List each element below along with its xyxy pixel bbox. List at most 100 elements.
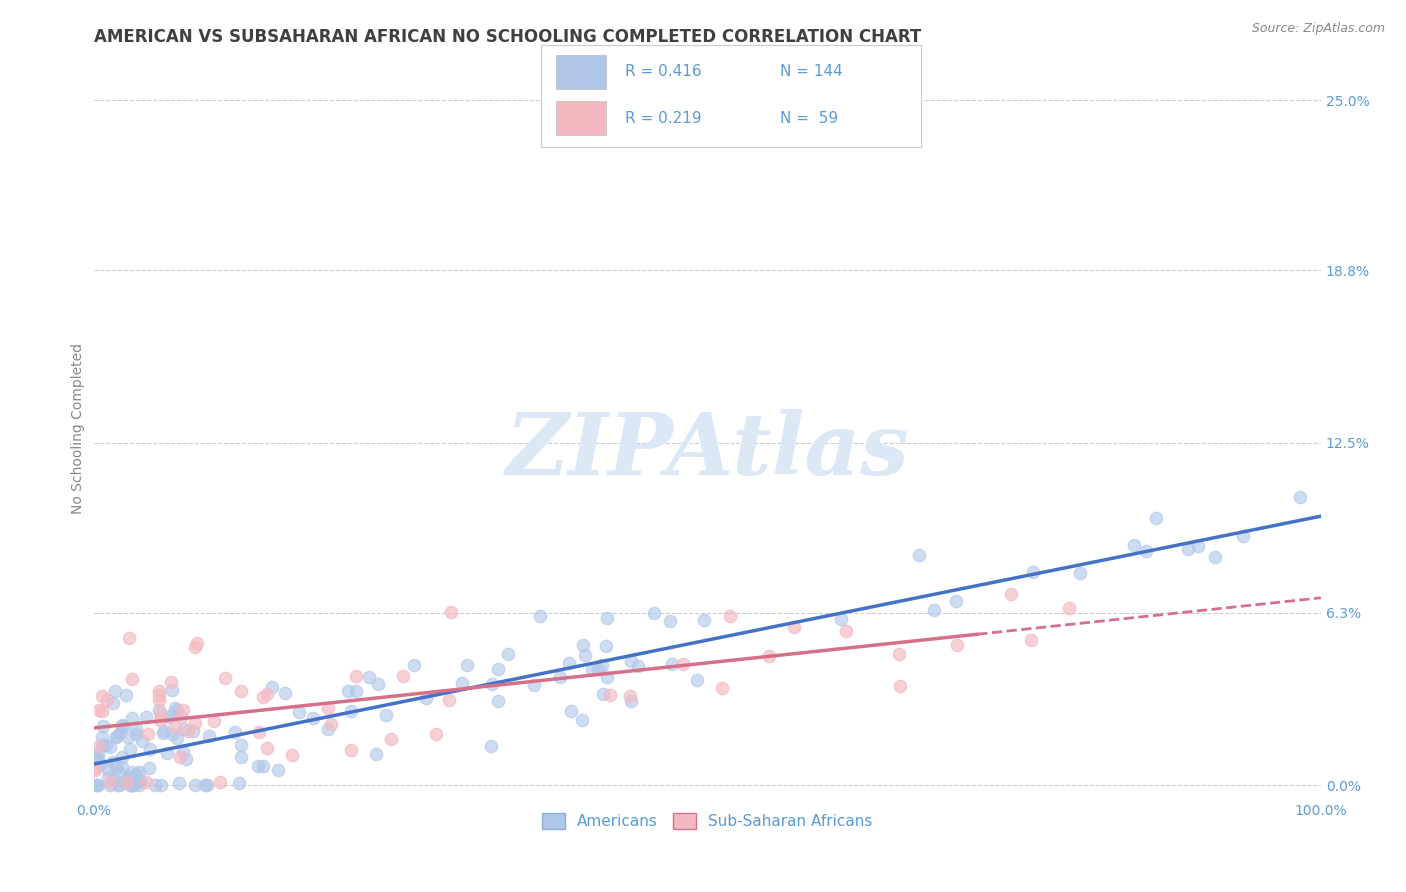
Point	[374, 708, 396, 723]
Point	[98, 775, 121, 789]
Point	[86, 778, 108, 792]
Point	[111, 760, 134, 774]
Point	[450, 676, 472, 690]
Point	[143, 778, 166, 792]
Point	[148, 703, 170, 717]
Point	[1059, 600, 1081, 615]
Point	[1135, 544, 1157, 558]
Point	[87, 751, 110, 765]
Point	[172, 745, 194, 759]
Point	[783, 620, 806, 634]
Point	[256, 741, 278, 756]
Point	[1144, 510, 1167, 524]
Text: N = 144: N = 144	[780, 64, 844, 79]
Point	[574, 648, 596, 662]
Point	[105, 730, 128, 744]
Point	[643, 606, 665, 620]
Point	[107, 778, 129, 792]
Point	[229, 683, 252, 698]
Point	[111, 718, 134, 732]
Point	[758, 648, 780, 663]
Point	[96, 693, 118, 707]
Point	[415, 691, 437, 706]
Text: AMERICAN VS SUBSAHARAN AFRICAN NO SCHOOLING COMPLETED CORRELATION CHART: AMERICAN VS SUBSAHARAN AFRICAN NO SCHOOL…	[94, 29, 921, 46]
Point	[94, 738, 117, 752]
Point	[571, 639, 593, 653]
Point	[103, 696, 125, 710]
Point	[125, 727, 148, 741]
Point	[195, 778, 218, 792]
FancyBboxPatch shape	[557, 55, 606, 88]
Point	[160, 727, 183, 741]
Point	[887, 647, 910, 661]
Point	[596, 670, 619, 684]
Point	[121, 673, 143, 687]
Point	[560, 705, 582, 719]
Point	[84, 778, 107, 792]
Point	[125, 722, 148, 736]
Point	[121, 711, 143, 725]
Point	[1187, 539, 1209, 553]
Point	[118, 771, 141, 785]
Point	[98, 778, 121, 792]
Point	[486, 694, 509, 708]
Point	[153, 723, 176, 738]
Point	[170, 710, 193, 724]
Point	[214, 672, 236, 686]
Point	[922, 603, 945, 617]
Point	[661, 657, 683, 672]
Point	[120, 778, 142, 792]
Point	[117, 775, 139, 789]
Point	[117, 773, 139, 788]
Point	[340, 704, 363, 718]
Point	[117, 772, 139, 787]
Point	[946, 638, 969, 652]
Point	[98, 740, 121, 755]
Point	[121, 778, 143, 792]
Point	[367, 676, 389, 690]
Point	[118, 631, 141, 645]
Point	[1000, 587, 1022, 601]
Text: R = 0.219: R = 0.219	[624, 112, 702, 127]
Point	[166, 703, 188, 717]
Point	[111, 718, 134, 732]
Point	[1204, 550, 1226, 565]
Point	[266, 763, 288, 777]
Point	[110, 726, 132, 740]
Point	[1019, 632, 1042, 647]
Point	[177, 723, 200, 738]
Point	[149, 706, 172, 720]
Point	[591, 658, 613, 673]
Point	[620, 654, 643, 668]
Point	[128, 778, 150, 792]
Point	[173, 723, 195, 737]
Point	[479, 739, 502, 753]
Point	[672, 657, 695, 672]
Point	[194, 778, 217, 792]
Point	[945, 594, 967, 608]
Point	[105, 760, 128, 774]
Point	[392, 669, 415, 683]
Point	[908, 549, 931, 563]
Point	[228, 776, 250, 790]
Point	[91, 731, 114, 745]
Point	[710, 681, 733, 696]
Point	[1177, 542, 1199, 557]
Point	[152, 726, 174, 740]
Point	[595, 639, 617, 653]
Point	[160, 708, 183, 723]
Point	[404, 658, 426, 673]
Point	[202, 714, 225, 728]
Point	[167, 776, 190, 790]
Point	[149, 713, 172, 727]
Point	[110, 750, 132, 764]
Point	[160, 675, 183, 690]
Point	[889, 679, 911, 693]
Point	[115, 776, 138, 790]
Point	[129, 774, 152, 789]
Point	[125, 767, 148, 781]
Point	[84, 761, 107, 775]
Point	[273, 686, 295, 700]
Point	[835, 624, 858, 638]
Point	[148, 689, 170, 703]
